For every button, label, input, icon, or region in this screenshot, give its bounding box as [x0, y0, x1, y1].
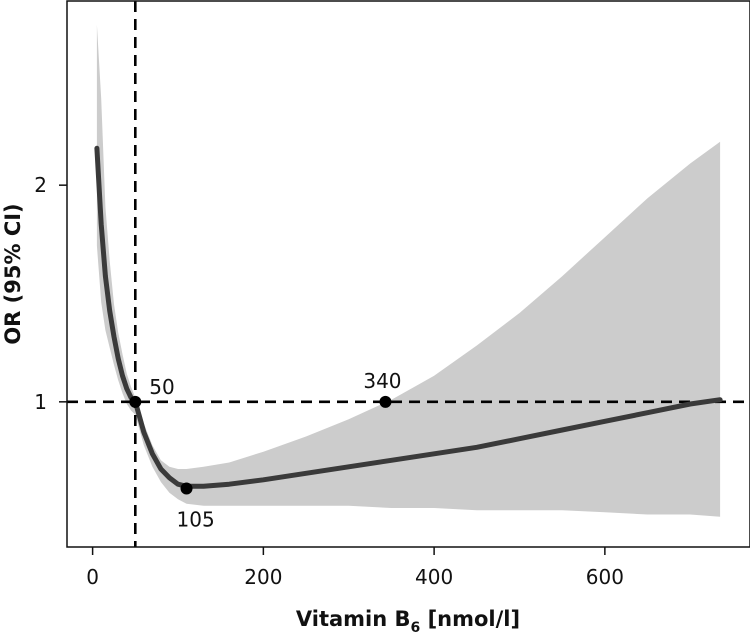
x-tick-label-400: 400: [415, 565, 453, 589]
x-axis-title-subscript: 6: [411, 620, 421, 636]
point-50: [129, 395, 142, 408]
x-tick-label-0: 0: [86, 565, 99, 589]
point-105: [180, 482, 193, 495]
plot-frame: [66, 0, 750, 548]
ci-band: [96, 24, 721, 517]
x-tick-label-600: 600: [586, 565, 624, 589]
point-label-50: 50: [149, 375, 174, 399]
point-340: [379, 395, 392, 408]
y-tick-label-2: 2: [34, 173, 47, 197]
series-line-or: [94, 145, 723, 489]
y-tick-label-1: 1: [34, 390, 47, 414]
x-tick-label-200: 200: [244, 565, 282, 589]
x-axis-title-main: Vitamin B: [296, 607, 411, 631]
y-axis-title: OR (95% CI): [1, 203, 25, 344]
axes: 0 200 400 600 1 2: [34, 173, 624, 589]
plot-area: 50 105 340: [67, 1, 750, 547]
x-axis-title: Vitamin B6 [nmol/l]: [296, 607, 520, 636]
point-label-340: 340: [363, 369, 401, 393]
point-label-105: 105: [177, 508, 215, 532]
x-axis-title-unit: [nmol/l]: [420, 607, 520, 631]
